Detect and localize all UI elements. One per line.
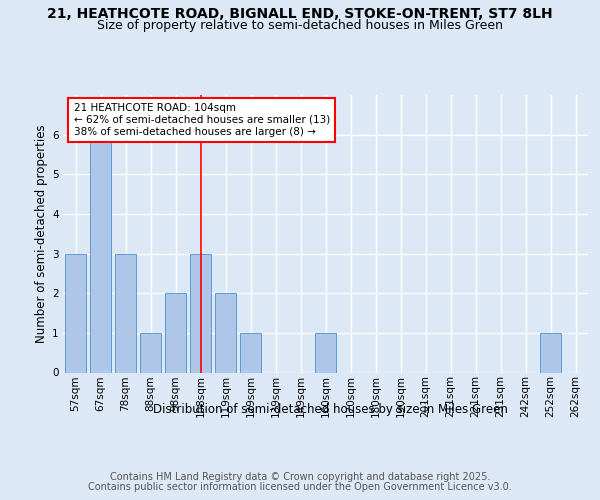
Text: 21 HEATHCOTE ROAD: 104sqm
← 62% of semi-detached houses are smaller (13)
38% of : 21 HEATHCOTE ROAD: 104sqm ← 62% of semi-… [74,104,330,136]
Text: Contains public sector information licensed under the Open Government Licence v3: Contains public sector information licen… [88,482,512,492]
Bar [540,333,561,372]
Bar [240,333,261,372]
Text: 21, HEATHCOTE ROAD, BIGNALL END, STOKE-ON-TRENT, ST7 8LH: 21, HEATHCOTE ROAD, BIGNALL END, STOKE-O… [47,8,553,22]
Text: Distribution of semi-detached houses by size in Miles Green: Distribution of semi-detached houses by … [152,402,508,415]
Text: Contains HM Land Registry data © Crown copyright and database right 2025.: Contains HM Land Registry data © Crown c… [110,472,490,482]
Bar [90,134,111,372]
Bar [65,254,86,372]
Bar [190,254,211,372]
Bar [315,333,336,372]
Text: Size of property relative to semi-detached houses in Miles Green: Size of property relative to semi-detach… [97,19,503,32]
Y-axis label: Number of semi-detached properties: Number of semi-detached properties [35,124,48,343]
Bar [115,254,136,372]
Bar [215,293,236,372]
Bar [140,333,161,372]
Bar [165,293,186,372]
